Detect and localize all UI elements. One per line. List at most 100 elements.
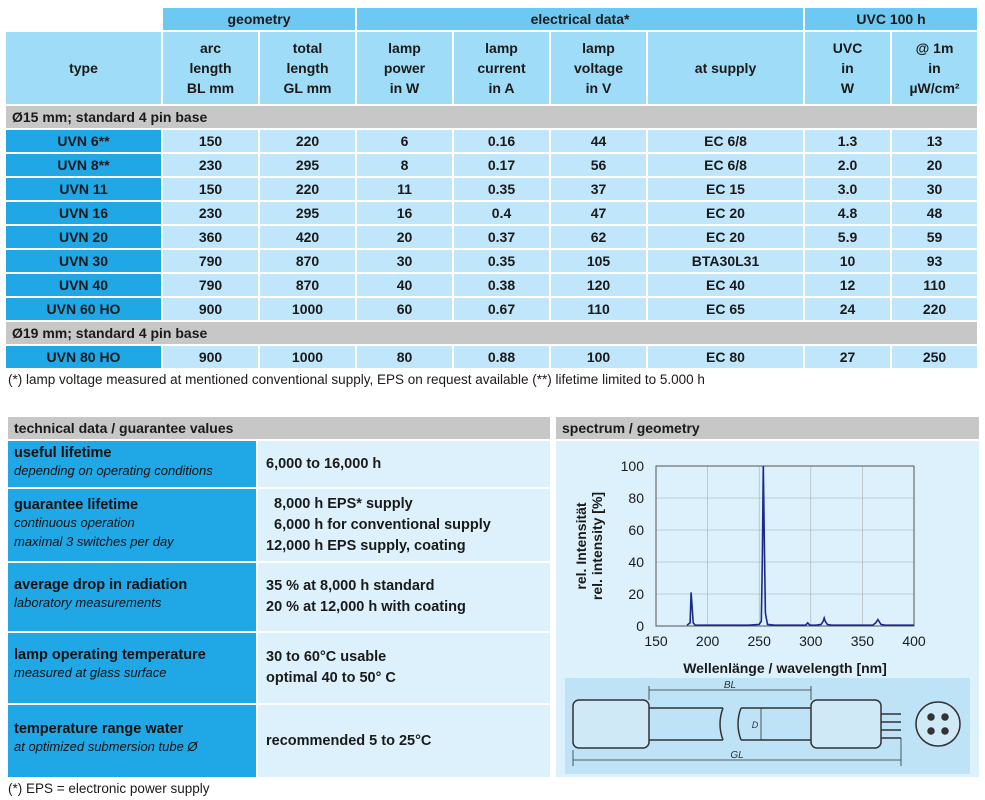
x-axis-label: Wellenlänge / wavelength [nm]: [683, 660, 887, 676]
cell-power: 20: [357, 226, 452, 248]
cell-supply: BTA30L31: [648, 250, 804, 272]
tech-row-value: 6,000 to 16,000 h: [266, 455, 382, 472]
section-header-19mm: Ø19 mm; standard 4 pin base: [6, 322, 978, 344]
tech-row-sub: laboratory measurements: [14, 595, 162, 610]
cell-total: 870: [260, 250, 355, 272]
tech-row-value: 35 % at 8,000 h standard: [266, 578, 435, 594]
y-axis-label-en: rel. intensity [%]: [589, 492, 605, 600]
cell-voltage: 56: [551, 154, 646, 176]
cell-arc: 900: [163, 298, 258, 320]
table-row: UVN 80 HO 900 1000 80 0.88 100 EC 80 27 250: [6, 346, 978, 368]
cell-total: 1000: [260, 298, 355, 320]
cell-uvc: 27: [805, 346, 891, 368]
cell-arc: 150: [163, 178, 258, 200]
cell-current: 0.17: [454, 154, 549, 176]
x-tick-label: 250: [748, 633, 772, 649]
cell-arc: 900: [163, 346, 258, 368]
cell-power: 6: [357, 130, 452, 152]
tech-row-value: 20 % at 12,000 h with coating: [266, 599, 466, 615]
cell-at1m: 30: [892, 178, 978, 200]
cell-supply: EC 20: [648, 202, 804, 224]
cell-voltage: 110: [551, 298, 646, 320]
col-header-type: type: [6, 32, 161, 104]
cell-uvc: 3.0: [805, 178, 891, 200]
tech-row-title: guarantee lifetime: [14, 497, 139, 513]
cell-arc: 790: [163, 274, 258, 296]
tech-row-value: 6,000 h for conventional supply: [266, 516, 491, 533]
col-header-power: lamp power in W: [357, 32, 452, 104]
cell-total: 295: [260, 154, 355, 176]
table-row: UVN 20 360 420 20 0.37 62 EC 20 5.9 59: [6, 226, 978, 248]
table-row: UVN 16 230 295 16 0.4 47 EC 20 4.8 48: [6, 202, 978, 224]
cell-at1m: 48: [892, 202, 978, 224]
cell-voltage: 62: [551, 226, 646, 248]
spectrum-panel: 150 200 250 300 350 400 0 20 40 60 80 100 Wellenlän…: [556, 441, 979, 777]
tech-row-guarantee: guarantee lifetime continuous operation ma…: [8, 489, 550, 561]
tech-row-water-temp: temperature range water at optimized subm…: [8, 705, 550, 777]
cell-current: 0.88: [454, 346, 549, 368]
cell-current: 0.35: [454, 178, 549, 200]
cell-current: 0.67: [454, 298, 549, 320]
cell-supply: EC 40: [648, 274, 804, 296]
cell-supply: EC 6/8: [648, 130, 804, 152]
cell-arc: 230: [163, 202, 258, 224]
cell-arc: 230: [163, 154, 258, 176]
cell-voltage: 37: [551, 178, 646, 200]
cell-uvc: 2.0: [805, 154, 891, 176]
tech-data-header: technical data / guarantee values: [8, 417, 550, 439]
cell-power: 8: [357, 154, 452, 176]
cell-supply: EC 15: [648, 178, 804, 200]
col-header-at1m: @ 1m in µW/cm²: [892, 32, 978, 104]
tech-row-sub: depending on operating conditions: [14, 463, 213, 478]
blank-corner: [6, 8, 161, 30]
cell-arc: 360: [163, 226, 258, 248]
tech-row-lifetime: useful lifetime depending on operating co…: [8, 441, 550, 487]
col-header-supply: at supply: [648, 32, 804, 104]
col-header-voltage: lamp voltage in V: [551, 32, 646, 104]
spectrum-chart: 150 200 250 300 350 400 0 20 40 60 80 100 Wellenlän…: [573, 458, 926, 676]
cell-type: UVN 30: [6, 250, 161, 272]
col-header-uvc: UVC in W: [805, 32, 891, 104]
cell-arc: 790: [163, 250, 258, 272]
cell-supply: EC 80: [648, 346, 804, 368]
table-row: UVN 8** 230 295 8 0.17 56 EC 6/8 2.0 20: [6, 154, 978, 176]
cell-total: 870: [260, 274, 355, 296]
lamp-geometry-drawing: BL GL D: [565, 678, 970, 774]
lamp-base-end-view: [915, 701, 961, 747]
x-tick-label: 400: [902, 633, 926, 649]
cell-current: 0.37: [454, 226, 549, 248]
x-tick-label: 150: [644, 633, 668, 649]
tech-row-drop: average drop in radiation laboratory meas…: [8, 563, 550, 631]
cell-uvc: 12: [805, 274, 891, 296]
tech-row-operating-temp: lamp operating temperature measured at gl…: [8, 633, 550, 703]
tech-row-title: useful lifetime: [14, 445, 112, 461]
cell-current: 0.4: [454, 202, 549, 224]
table-footnote: (*) lamp voltage measured at mentioned c…: [8, 372, 705, 387]
tech-row-sub: at optimized submersion tube Ø: [14, 739, 198, 754]
table-row: UVN 60 HO 900 1000 60 0.67 110 EC 65 24 220: [6, 298, 978, 320]
cell-voltage: 120: [551, 274, 646, 296]
plot-frame: [655, 465, 915, 627]
tech-row-value: 12,000 h EPS supply, coating: [266, 537, 466, 554]
x-tick-label: 200: [696, 633, 720, 649]
cell-current: 0.35: [454, 250, 549, 272]
col-header-total: total length GL mm: [260, 32, 355, 104]
cell-current: 0.38: [454, 274, 549, 296]
cell-current: 0.16: [454, 130, 549, 152]
cell-uvc: 4.8: [805, 202, 891, 224]
cell-type: UVN 6**: [6, 130, 161, 152]
tech-row-value: 8,000 h EPS* supply: [266, 495, 413, 512]
cell-at1m: 13: [892, 130, 978, 152]
cell-uvc: 1.3: [805, 130, 891, 152]
cell-type: UVN 8**: [6, 154, 161, 176]
eps-footnote: (*) EPS = electronic power supply: [8, 781, 210, 796]
cell-total: 220: [260, 130, 355, 152]
cell-supply: EC 65: [648, 298, 804, 320]
cell-type: UVN 80 HO: [6, 346, 161, 368]
table-row: UVN 11 150 220 11 0.35 37 EC 15 3.0 30: [6, 178, 978, 200]
cell-at1m: 250: [892, 346, 978, 368]
cell-arc: 150: [163, 130, 258, 152]
y-tick-label: 40: [628, 554, 644, 570]
cell-uvc: 5.9: [805, 226, 891, 248]
bl-dimension-label: BL: [724, 680, 736, 691]
